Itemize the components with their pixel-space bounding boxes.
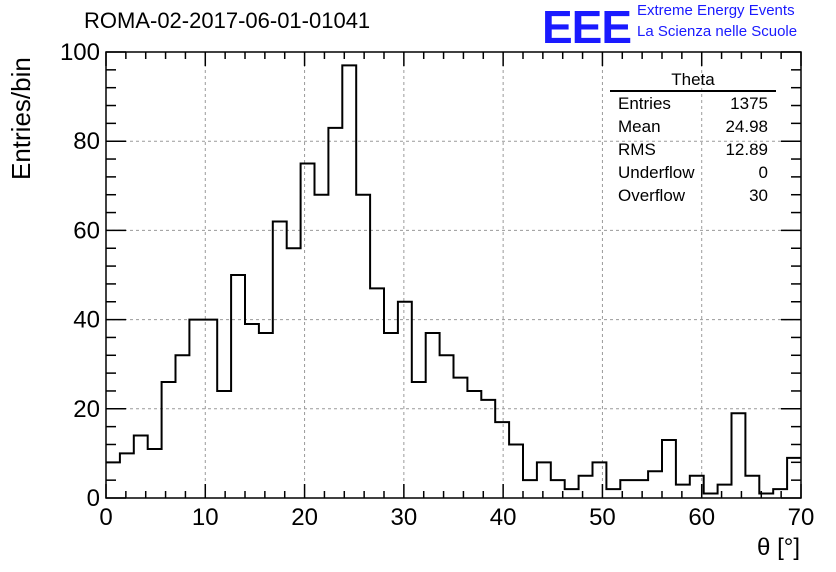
eee-logo: EEE [542,1,632,53]
stats-label: Mean [618,117,661,136]
x-tick-label: 70 [788,504,815,531]
histogram-bin [787,458,801,498]
histogram-bin [356,195,370,498]
histogram-bin [440,355,454,498]
histogram-bin [732,413,746,498]
stats-row: RMS 12.89 [610,138,776,161]
stats-label: Overflow [618,186,686,205]
axes [105,51,802,499]
histogram-outline [106,64,801,495]
stats-label: Underflow [618,163,695,182]
histogram-bin [176,355,190,498]
y-tick-label: 20 [73,396,100,423]
histogram-bin [745,476,759,498]
histogram-bin [495,422,509,498]
y-tick-label: 80 [73,128,100,155]
chart-title: ROMA-02-2017-06-01-01041 [84,8,371,33]
histogram-bin [579,476,593,498]
histogram-bin [537,462,551,498]
x-tick-label: 50 [589,504,616,531]
histogram-bin [648,471,662,498]
histogram-bin [217,391,231,498]
stats-box: Theta Entries 1375 Mean 24.98 RMS 12.89 … [610,70,776,207]
histogram-bin [315,195,329,498]
x-tick-label: 30 [391,504,418,531]
histogram-bin [467,391,481,498]
x-tick-label: 60 [688,504,715,531]
histogram-bin [593,462,607,498]
stats-row: Underflow 0 [610,161,776,184]
grid-lines [106,52,801,498]
stats-value: 1375 [730,94,768,113]
histogram-bin [773,489,787,498]
stats-row: Mean 24.98 [610,115,776,138]
histogram-bin [162,382,176,498]
stats-row: Entries 1375 [610,92,776,115]
histogram-bin [231,275,245,498]
histogram-bin [454,378,468,498]
y-tick-label: 100 [60,39,100,66]
histogram-bin [120,453,134,498]
histogram-bin [606,489,620,498]
histogram-bin [301,164,315,499]
histogram-bin [134,436,148,498]
stats-label: RMS [618,140,656,159]
y-tick-label: 0 [87,485,100,512]
x-tick-label: 10 [192,504,219,531]
stats-value: 12.89 [725,140,768,159]
stats-title: Theta [610,70,776,92]
tick-labels: 0 10 20 30 40 50 60 70 0 20 40 60 80 100 [60,39,814,531]
x-tick-label: 20 [291,504,318,531]
x-tick-label: 40 [490,504,517,531]
histogram-bin [634,480,648,498]
histogram-bin [384,333,398,498]
y-tick-label: 40 [73,307,100,334]
histogram-bin [259,333,273,498]
histogram-bin [565,489,579,498]
histogram-bin [328,128,342,498]
plot-frame [105,51,802,499]
stats-value: 24.98 [725,117,768,136]
histogram-bin [245,324,259,498]
logo-subtitle-2: La Scienza nelle Scuole [637,23,798,40]
histogram-bin [273,221,287,498]
histogram-bin [509,444,523,498]
stats-value: 0 [758,163,768,182]
x-axis-label: θ [°] [757,534,800,561]
histogram-bin [481,400,495,498]
histogram-bin [676,485,690,498]
histogram-bin [523,480,537,498]
y-tick-label: 60 [73,217,100,244]
y-axis-label: Entries/bin [6,57,36,180]
stats-value: 30 [749,186,768,205]
x-tick-label: 0 [99,504,112,531]
histogram-bin [412,382,426,498]
histogram-bin [342,65,356,498]
logo-subtitle-1: Extreme Energy Events [637,2,795,19]
stats-label: Entries [618,94,671,113]
histogram-bin [398,302,412,498]
stats-row: Overflow 30 [610,184,776,207]
histogram-bin [718,485,732,498]
histogram-bin [426,333,440,498]
histogram-bin [662,440,676,498]
histogram-bin [287,248,301,498]
histogram-bin [148,449,162,498]
